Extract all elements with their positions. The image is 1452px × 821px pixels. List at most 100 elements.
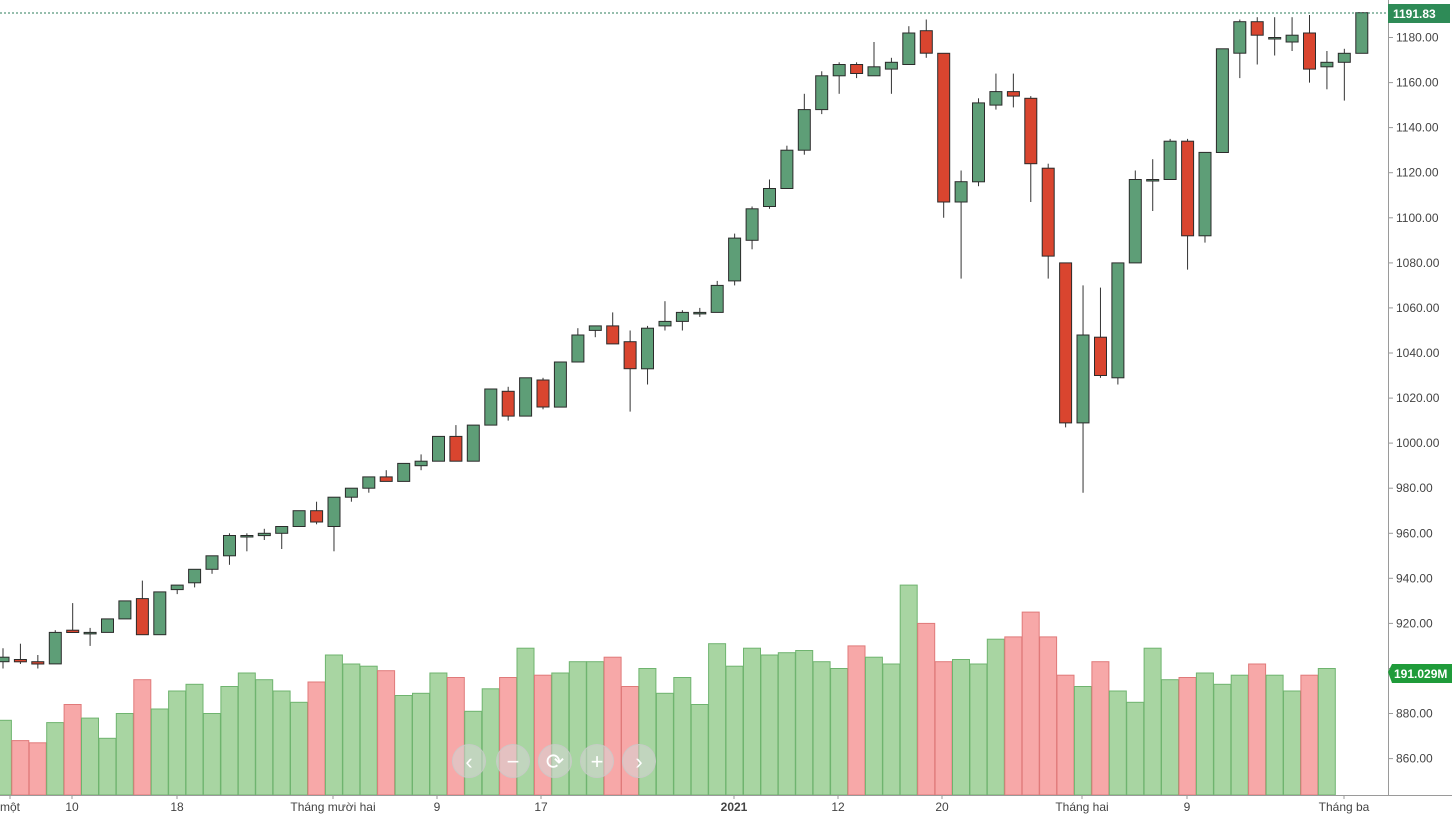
candle[interactable]	[954, 170, 968, 279]
candle[interactable]	[623, 330, 637, 412]
candle[interactable]	[763, 179, 776, 209]
candle[interactable]	[815, 71, 829, 115]
candle[interactable]	[1250, 17, 1264, 65]
candle[interactable]	[745, 206, 759, 250]
candle[interactable]	[13, 643, 27, 664]
candle[interactable]	[1128, 170, 1142, 264]
candle[interactable]	[48, 630, 62, 665]
candle[interactable]	[519, 377, 533, 417]
candle[interactable]	[344, 487, 358, 502]
candle[interactable]	[257, 528, 271, 540]
candle[interactable]	[902, 26, 916, 65]
candle[interactable]	[362, 476, 376, 493]
candle[interactable]	[484, 388, 498, 426]
candle[interactable]	[66, 603, 80, 634]
candle[interactable]	[188, 568, 202, 588]
candle[interactable]	[466, 424, 480, 462]
candle[interactable]	[658, 301, 672, 331]
candle[interactable]	[1163, 138, 1177, 180]
candle-body	[1146, 179, 1160, 182]
candle[interactable]	[1094, 287, 1107, 378]
candle[interactable]	[710, 280, 724, 313]
candle[interactable]	[1059, 262, 1073, 428]
candle[interactable]	[292, 510, 306, 528]
candle[interactable]	[432, 435, 445, 462]
candle[interactable]	[553, 361, 567, 408]
price-axis[interactable]: 1180.00 1160.00 1140.00 1120.00 1100.00 1080.…	[1388, 31, 1440, 766]
candle[interactable]	[588, 325, 602, 338]
zoom-out-button[interactable]: −	[496, 744, 530, 778]
time-axis[interactable]: một 10 18 Tháng mười hai 9 17 2021 12 20 Tháng ha…	[0, 795, 1370, 814]
candle[interactable]	[1041, 163, 1055, 279]
candle[interactable]	[170, 584, 184, 595]
candle-body	[536, 379, 550, 408]
candle[interactable]	[1111, 262, 1125, 385]
candle[interactable]	[1006, 73, 1020, 108]
candle[interactable]	[972, 98, 985, 187]
candle[interactable]	[414, 454, 428, 471]
candle[interactable]	[884, 57, 898, 94]
zoom-in-button[interactable]: +	[580, 744, 614, 778]
candle-body	[48, 631, 62, 665]
candle[interactable]	[797, 93, 811, 155]
candle[interactable]	[327, 496, 341, 552]
candle[interactable]	[1355, 12, 1369, 54]
candle[interactable]	[0, 648, 10, 669]
candle[interactable]	[1198, 151, 1212, 243]
candle-body	[850, 64, 864, 74]
candle[interactable]	[693, 307, 707, 317]
candle[interactable]	[223, 533, 236, 565]
volume-bar	[1230, 674, 1249, 796]
candle[interactable]	[780, 145, 794, 189]
candle-body	[1076, 334, 1090, 424]
candle[interactable]	[606, 312, 620, 345]
candle[interactable]	[153, 591, 167, 636]
time-tick-label: Tháng ba	[1319, 800, 1370, 814]
last-price-tag: 1191.83	[1388, 4, 1450, 23]
candle[interactable]	[31, 655, 45, 669]
candle[interactable]	[536, 377, 550, 410]
candle[interactable]	[1337, 48, 1351, 101]
candle[interactable]	[1076, 285, 1090, 493]
candle[interactable]	[118, 600, 132, 620]
volume-bar	[202, 713, 221, 796]
candle[interactable]	[240, 533, 254, 552]
scroll-right-button[interactable]: ›	[622, 744, 656, 778]
volume-bar	[795, 650, 814, 796]
candle[interactable]	[832, 62, 846, 94]
candle[interactable]	[937, 52, 951, 218]
candle[interactable]	[101, 618, 114, 633]
candle[interactable]	[1285, 17, 1299, 51]
volume-bar	[1091, 661, 1110, 796]
candle[interactable]	[1024, 96, 1038, 202]
candle[interactable]	[1303, 15, 1316, 83]
candle[interactable]	[1181, 138, 1195, 270]
reset-view-button[interactable]: ⟳	[538, 744, 572, 778]
candle[interactable]	[850, 62, 864, 79]
scroll-left-button[interactable]: ‹	[452, 744, 486, 778]
candle[interactable]	[83, 627, 97, 646]
candle[interactable]	[675, 310, 689, 331]
candle[interactable]	[379, 470, 393, 482]
candle[interactable]	[397, 462, 411, 482]
candle[interactable]	[867, 42, 881, 77]
candle[interactable]	[310, 501, 324, 525]
candle[interactable]	[641, 325, 654, 385]
candle[interactable]	[205, 555, 219, 574]
candle[interactable]	[135, 580, 149, 636]
volume-tag-label: 191.029M	[1394, 667, 1447, 681]
candle[interactable]	[275, 526, 289, 550]
candle[interactable]	[449, 425, 463, 462]
candle[interactable]	[919, 19, 933, 58]
candle[interactable]	[1146, 159, 1160, 211]
candle[interactable]	[1320, 51, 1334, 90]
candle[interactable]	[1215, 48, 1229, 153]
candle[interactable]	[501, 386, 515, 421]
candle[interactable]	[1268, 17, 1282, 56]
candle[interactable]	[1233, 19, 1247, 79]
candle[interactable]	[728, 233, 742, 286]
candle[interactable]	[989, 73, 1003, 110]
candle[interactable]	[571, 328, 585, 363]
